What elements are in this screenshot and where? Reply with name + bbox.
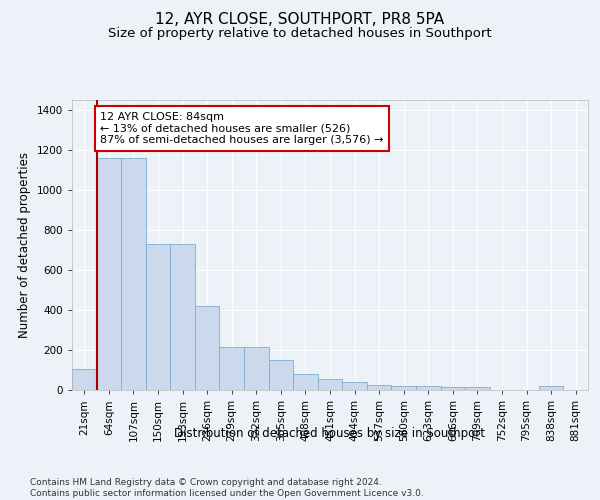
Bar [465, 387, 490, 390]
Text: Distribution of detached houses by size in Southport: Distribution of detached houses by size … [175, 428, 485, 440]
Bar [170, 244, 195, 390]
Bar [220, 347, 244, 390]
Text: Contains HM Land Registry data © Crown copyright and database right 2024.
Contai: Contains HM Land Registry data © Crown c… [30, 478, 424, 498]
Bar [121, 158, 146, 390]
Bar [293, 374, 318, 390]
Bar [440, 387, 465, 390]
Bar [72, 369, 97, 390]
Bar [97, 158, 121, 390]
Bar [146, 244, 170, 390]
Bar [269, 360, 293, 390]
Text: Size of property relative to detached houses in Southport: Size of property relative to detached ho… [108, 28, 492, 40]
Bar [416, 386, 440, 390]
Bar [244, 347, 269, 390]
Text: 12 AYR CLOSE: 84sqm
← 13% of detached houses are smaller (526)
87% of semi-detac: 12 AYR CLOSE: 84sqm ← 13% of detached ho… [100, 112, 384, 145]
Bar [539, 386, 563, 390]
Bar [318, 379, 342, 390]
Bar [342, 382, 367, 390]
Bar [195, 306, 220, 390]
Text: 12, AYR CLOSE, SOUTHPORT, PR8 5PA: 12, AYR CLOSE, SOUTHPORT, PR8 5PA [155, 12, 445, 28]
Y-axis label: Number of detached properties: Number of detached properties [18, 152, 31, 338]
Bar [391, 386, 416, 390]
Bar [367, 385, 391, 390]
